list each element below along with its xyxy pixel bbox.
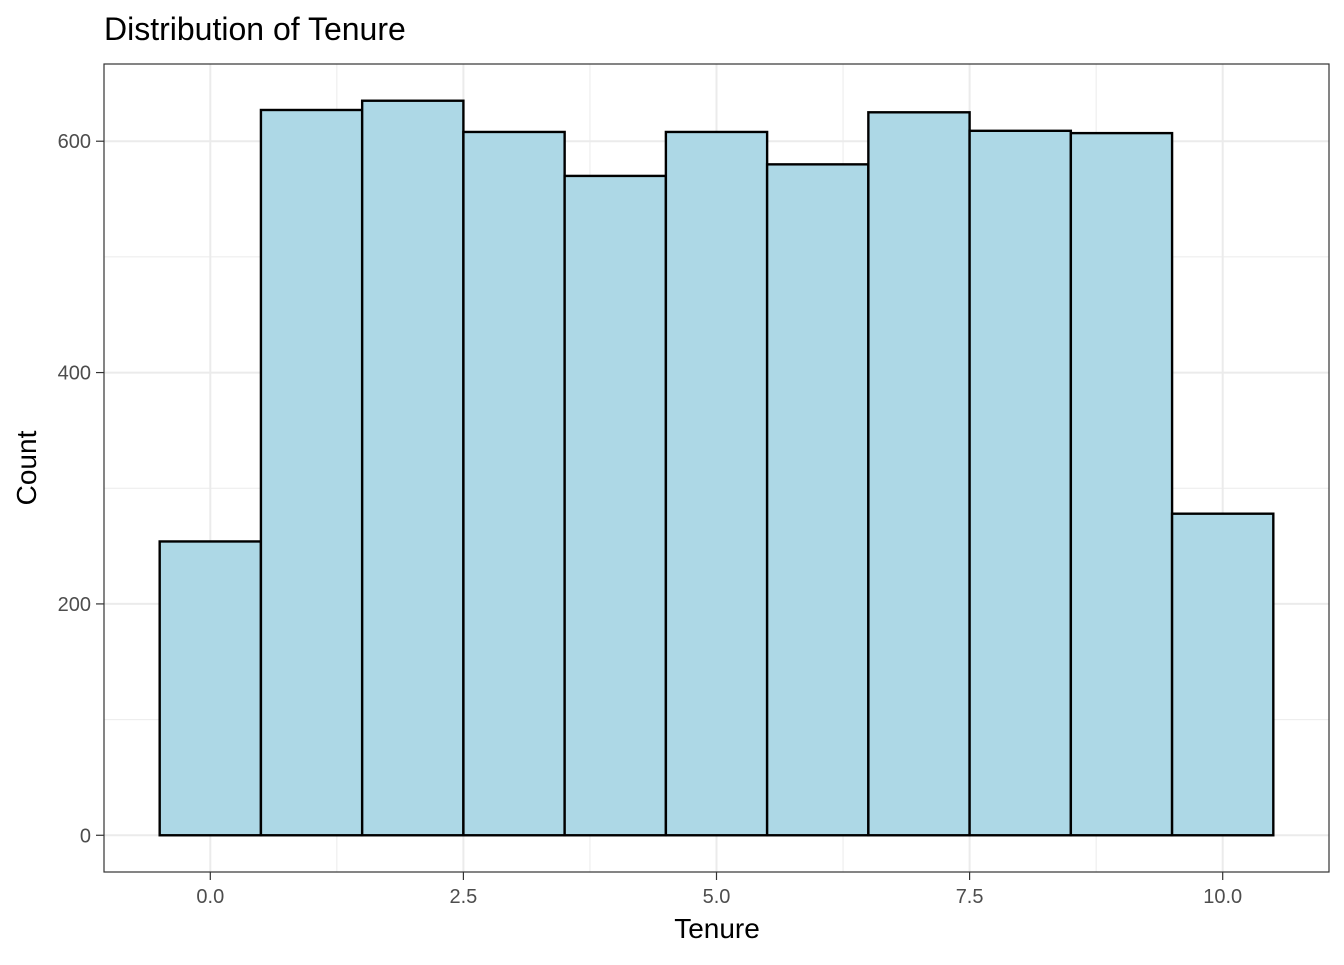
- y-tick-label: 600: [58, 131, 91, 153]
- histogram-bar: [867, 111, 971, 837]
- bars: [158, 99, 1275, 837]
- x-tick-label: 0.0: [196, 886, 224, 908]
- histogram-bar: [158, 540, 263, 837]
- y-axis-title: Count: [11, 430, 42, 505]
- x-tick-label: 10.0: [1203, 886, 1242, 908]
- x-tick-label: 5.0: [703, 886, 731, 908]
- chart-title: Distribution of Tenure: [104, 11, 406, 47]
- histogram-bar: [1170, 512, 1275, 837]
- x-axis-ticks: 0.0 2.5 5.0 7.5 10.0: [196, 872, 1242, 908]
- y-tick-label: 400: [58, 363, 91, 385]
- histogram-bar: [1069, 131, 1174, 837]
- histogram-bar: [765, 163, 870, 837]
- y-axis-ticks: 0 200 400 600: [58, 131, 104, 847]
- x-axis-title: Tenure: [674, 913, 760, 944]
- histogram-bar: [968, 129, 1073, 837]
- y-tick-label: 200: [58, 594, 91, 616]
- histogram-bar: [462, 130, 566, 837]
- y-tick-label: 0: [80, 825, 91, 847]
- x-tick-label: 7.5: [956, 886, 984, 908]
- histogram-bar: [664, 130, 769, 837]
- histogram-bar: [563, 174, 668, 837]
- x-tick-label: 2.5: [449, 886, 477, 908]
- histogram-bar: [259, 108, 364, 837]
- histogram-bar: [360, 99, 465, 837]
